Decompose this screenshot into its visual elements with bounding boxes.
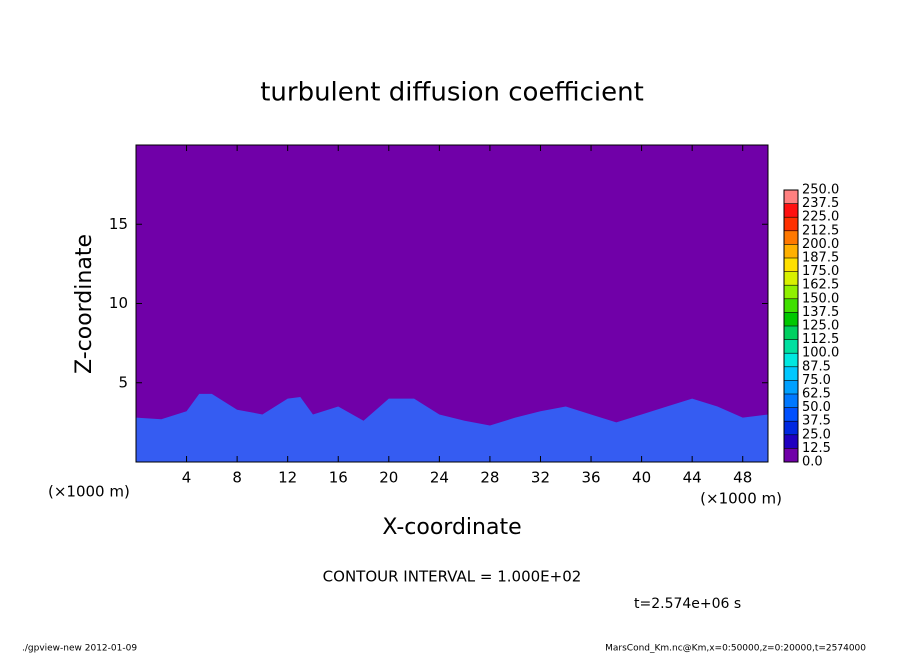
x-tick-label: 4 [182,469,192,487]
x-tick-label: 36 [581,469,600,487]
colorbar-cell [784,244,798,258]
colorbar-label: 137.5 [802,305,839,320]
y-axis-label: Z-coordinate [72,234,97,374]
colorbar-label: 175.0 [802,264,839,279]
y-tick-label: 15 [109,215,128,233]
colorbar-label: 162.5 [802,278,839,293]
colorbar-cell [784,230,798,245]
colorbar-cell [784,366,798,381]
colorbar-label: 212.5 [802,223,839,238]
y-tick-label: 5 [118,373,128,391]
colorbar-cell [784,448,798,462]
colorbar-label: 37.5 [802,414,831,429]
colorbar-cell [784,339,798,354]
x-tick-label: 20 [379,469,398,487]
x-axis-label: X-coordinate [382,515,521,540]
annotation: t=2.574e+06 s [634,596,741,612]
x-tick-label: 44 [683,469,702,487]
colorbar-cell [784,271,798,286]
x-tick-label: 48 [733,469,752,487]
colorbar-cell [784,190,798,204]
x-tick-label: 40 [632,469,651,487]
colorbar-label: 75.0 [802,373,831,388]
colorbar-label: 150.0 [802,291,839,306]
colorbar-label: 225.0 [802,210,839,225]
x-tick-label: 16 [329,469,348,487]
colorbar-cell [784,421,798,435]
footer: ./gpview-new 2012-01-09 [22,644,137,654]
x-tick-label: 28 [480,469,499,487]
colorbar-label: 62.5 [802,387,831,402]
colorbar-label: 87.5 [802,359,831,374]
colorbar-label: 237.5 [802,196,839,211]
colorbar-label: 50.0 [802,400,831,415]
colorbar-label: 200.0 [802,237,839,252]
x-tick-label: 32 [531,469,550,487]
colorbar-cell [784,203,798,218]
colorbar-cell [784,407,798,422]
colorbar-label: 25.0 [802,427,831,442]
colorbar-cell [784,380,798,394]
x-tick-label: 24 [430,469,449,487]
colorbar-cell [784,434,798,449]
y-tick-label: 10 [109,294,128,312]
annotation: CONTOUR INTERVAL = 1.000E+02 [323,568,582,586]
colorbar-cell [784,258,798,272]
colorbar-label: 250.0 [802,183,839,198]
colorbar-cell [784,298,798,313]
chart-title: turbulent diffusion coefficient [260,78,644,108]
colorbar-label: 125.0 [802,319,839,334]
colorbar-cell [784,285,798,299]
colorbar-cell [784,353,798,367]
colorbar-label: 187.5 [802,251,839,266]
x-tick-label: 8 [232,469,242,487]
x-unit-label: (×1000 m) [48,483,130,501]
colorbar-label: 12.5 [802,441,831,456]
colorbar-label: 112.5 [802,332,839,347]
colorbar-cell [784,394,798,408]
colorbar-cell [784,326,798,340]
colorbar-label: 100.0 [802,346,839,361]
footer: MarsCond_Km.nc@Km,x=0:50000,z=0:20000,t=… [605,644,866,654]
x-tick-label: 12 [278,469,297,487]
colorbar-cell [784,312,798,326]
turbulent-layer [136,393,768,462]
colorbar-label: 0.0 [802,455,823,470]
x-unit-label: (×1000 m) [700,490,782,508]
colorbar-cell [784,217,798,231]
